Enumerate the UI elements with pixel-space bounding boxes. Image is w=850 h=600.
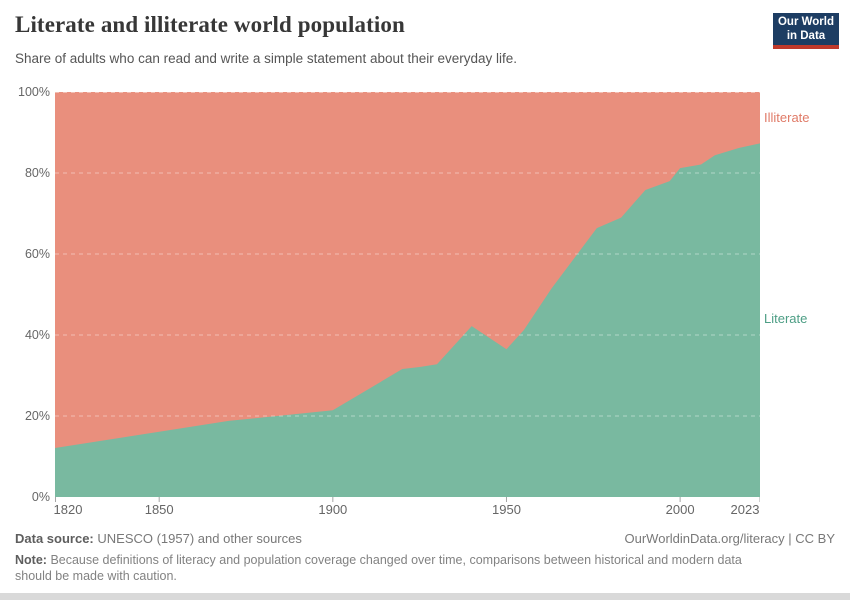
owid-logo-line2: in Data [786,29,826,42]
note-text: Because definitions of literacy and popu… [15,553,742,583]
owid-logo[interactable]: Our World in Data [773,13,839,49]
x-axis-label: 1850 [144,502,174,517]
y-axis-label: 100% [18,85,50,99]
x-axis-label: 2023 [730,502,760,517]
area-literate[interactable] [55,143,760,497]
series-label-literate: Literate [764,311,808,326]
footer: Data source: UNESCO (1957) and other sou… [15,531,835,546]
window-edge [0,593,850,600]
note: Note: Because definitions of literacy an… [15,553,765,584]
x-axis-label: 1820 [53,502,83,517]
y-axis-label: 60% [24,247,50,261]
plot-area[interactable] [55,92,761,504]
y-axis-label: 80% [24,166,50,180]
chart-subtitle: Share of adults who can read and write a… [15,51,518,66]
x-axis-label: 1900 [318,502,348,517]
attribution-link[interactable]: OurWorldinData.org/literacy | CC BY [624,531,835,546]
x-axis-label: 1950 [492,502,521,517]
y-axis-label: 20% [24,409,50,423]
data-source-label: Data source: [15,531,94,546]
data-source-text: UNESCO (1957) and other sources [97,531,302,546]
y-axis-label: 0% [31,490,50,504]
owid-logo-line1: Our World [777,16,834,28]
stacked-area-svg[interactable] [55,92,761,504]
note-label: Note: [15,553,47,567]
x-axis-label: 2000 [665,502,695,517]
series-label-illiterate: Illiterate [764,110,810,125]
data-source: Data source: UNESCO (1957) and other sou… [15,531,302,546]
page-title: Literate and illiterate world population [15,12,405,37]
y-axis-label: 40% [24,328,50,342]
